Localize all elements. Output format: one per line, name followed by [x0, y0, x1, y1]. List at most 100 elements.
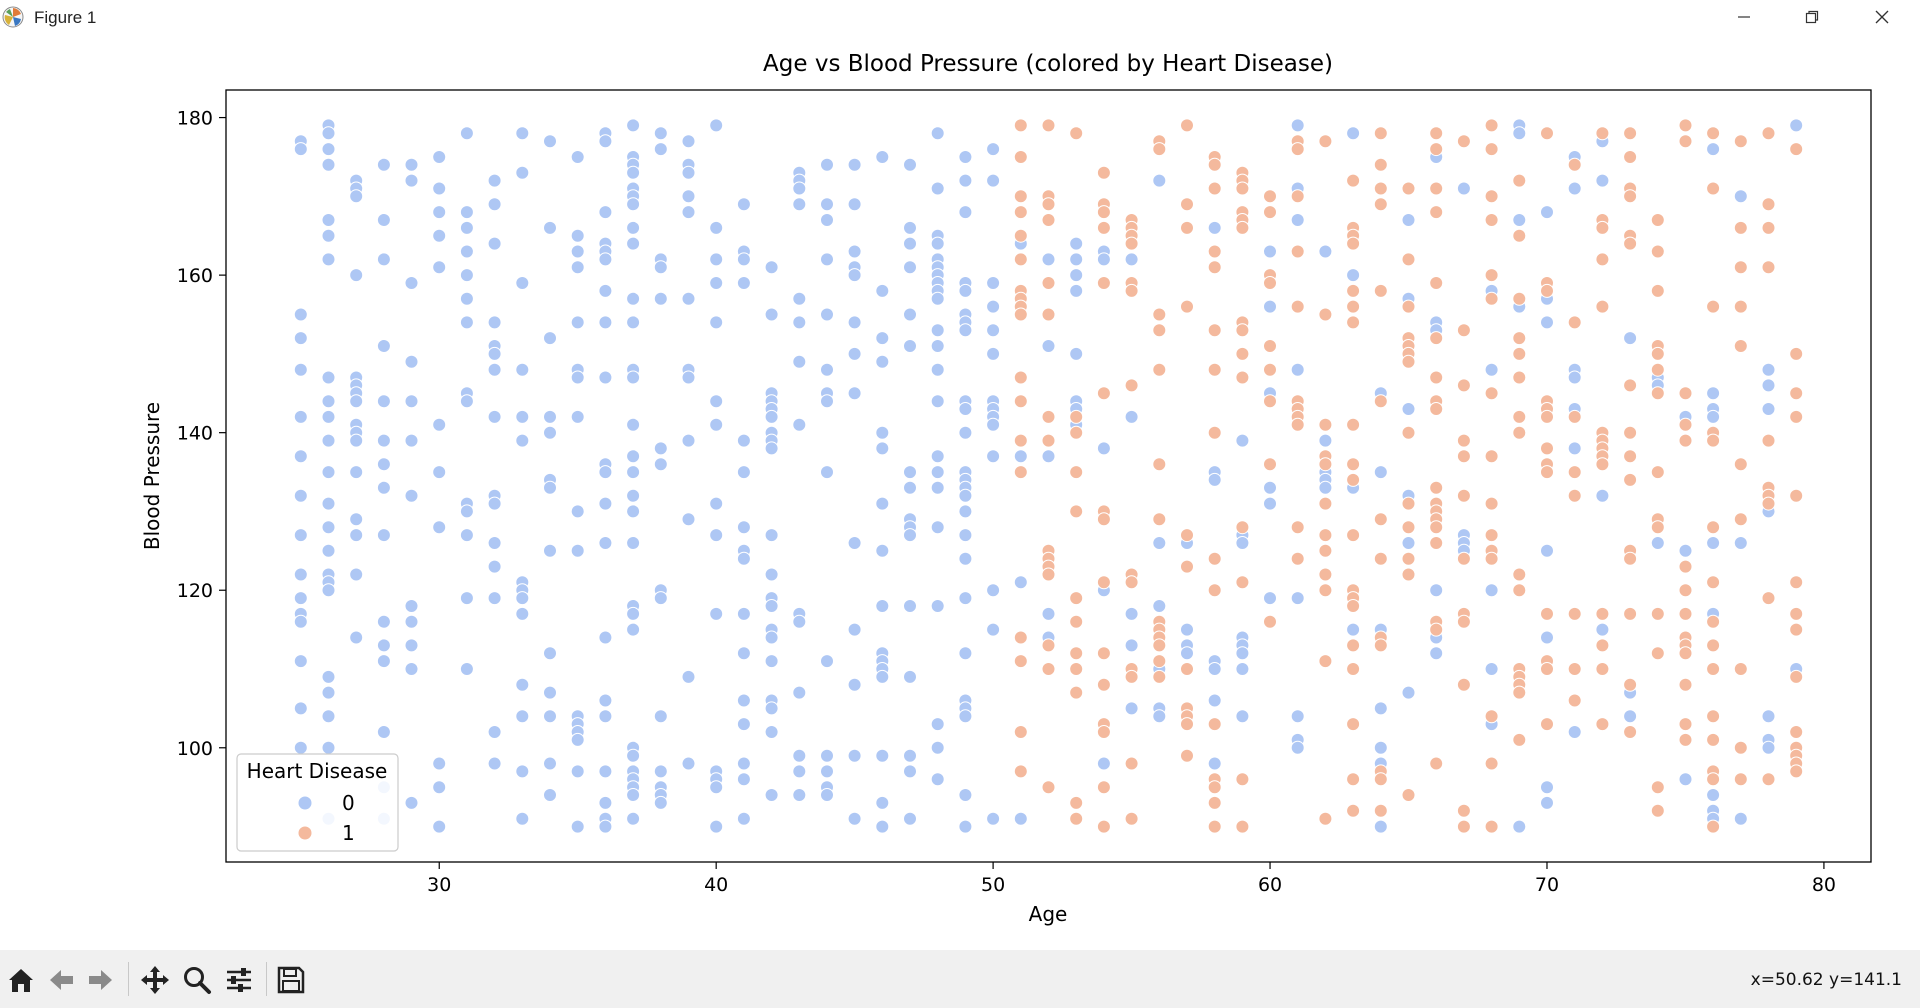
data-point-0 — [958, 173, 973, 188]
save-icon — [277, 966, 305, 994]
data-point-0 — [1013, 811, 1028, 826]
data-point-0 — [487, 346, 502, 361]
restore-icon — [1805, 10, 1819, 24]
data-point-0 — [653, 142, 668, 157]
data-point-0 — [515, 811, 530, 826]
data-point-1 — [1456, 488, 1471, 503]
data-point-0 — [736, 646, 751, 661]
zoom-button[interactable] — [180, 964, 214, 996]
data-point-1 — [1512, 567, 1527, 582]
home-button[interactable] — [4, 964, 38, 996]
data-point-0 — [1124, 606, 1139, 621]
data-point-0 — [1401, 213, 1416, 227]
data-point-0 — [930, 740, 945, 755]
data-point-0 — [1263, 480, 1277, 495]
data-point-1 — [1041, 780, 1056, 795]
data-point-1 — [1013, 150, 1028, 164]
cursor-coordinates: x=50.62 y=141.1 — [1750, 970, 1902, 990]
restore-button[interactable] — [1780, 0, 1844, 34]
data-point-1 — [1096, 677, 1111, 692]
data-point-1 — [1429, 205, 1444, 220]
data-point-0 — [321, 252, 336, 267]
data-point-1 — [1484, 709, 1499, 724]
data-point-1 — [1678, 433, 1693, 448]
data-point-0 — [736, 276, 751, 290]
data-point-1 — [1789, 386, 1804, 401]
data-point-0 — [653, 457, 668, 472]
configure-button[interactable] — [222, 964, 256, 996]
data-point-0 — [1733, 189, 1748, 204]
data-point-0 — [1373, 740, 1388, 755]
data-point-0 — [736, 717, 751, 732]
data-point-0 — [1096, 252, 1111, 267]
x-tick-label: 80 — [1812, 874, 1836, 896]
data-point-0 — [293, 567, 308, 582]
legend-label-1: 1 — [342, 821, 355, 845]
data-point-0 — [1401, 402, 1416, 416]
data-point-1 — [1152, 307, 1167, 322]
data-point-0 — [487, 756, 502, 771]
data-point-0 — [1373, 465, 1388, 480]
data-point-1 — [1761, 126, 1776, 141]
data-point-1 — [1013, 252, 1028, 267]
data-point-0 — [487, 362, 502, 377]
data-point-0 — [986, 142, 1001, 157]
data-point-1 — [1041, 118, 1056, 133]
data-point-0 — [626, 536, 641, 550]
data-point-0 — [598, 693, 613, 708]
data-point-0 — [986, 449, 1001, 464]
data-point-1 — [1180, 528, 1194, 543]
data-point-0 — [709, 819, 724, 834]
close-button[interactable] — [1850, 0, 1914, 34]
data-point-0 — [792, 748, 807, 763]
data-point-1 — [1235, 520, 1250, 535]
pan-button[interactable] — [138, 964, 172, 996]
data-point-0 — [1013, 575, 1028, 590]
data-point-1 — [1678, 559, 1693, 574]
data-point-0 — [321, 543, 336, 558]
data-point-0 — [1180, 646, 1194, 661]
data-point-1 — [1789, 622, 1804, 637]
data-point-0 — [930, 236, 945, 251]
data-point-0 — [847, 677, 862, 692]
data-point-1 — [1512, 291, 1527, 306]
data-point-0 — [459, 394, 474, 409]
data-point-1 — [1540, 465, 1554, 480]
y-tick-label: 160 — [177, 265, 213, 287]
save-button[interactable] — [274, 964, 308, 996]
data-point-0 — [376, 433, 391, 448]
data-point-0 — [432, 819, 447, 834]
data-point-0 — [875, 543, 890, 558]
data-point-0 — [681, 756, 696, 771]
data-point-0 — [1761, 402, 1776, 416]
forward-button[interactable] — [84, 964, 118, 996]
data-point-1 — [1623, 472, 1638, 487]
data-point-1 — [1207, 717, 1222, 732]
data-point-0 — [1069, 346, 1084, 361]
figure-canvas[interactable]: Age vs Blood Pressure (colored by Heart … — [0, 34, 1920, 950]
data-point-1 — [1789, 725, 1804, 739]
data-point-0 — [820, 252, 834, 267]
data-point-0 — [930, 717, 945, 732]
data-point-1 — [1484, 496, 1499, 511]
minimize-button[interactable] — [1712, 0, 1776, 34]
data-point-1 — [1623, 378, 1638, 393]
data-point-0 — [958, 819, 973, 834]
data-point-1 — [1678, 118, 1693, 133]
data-point-0 — [1761, 740, 1776, 755]
data-point-0 — [820, 764, 834, 779]
data-point-1 — [1650, 386, 1665, 401]
data-point-0 — [349, 433, 364, 448]
data-point-1 — [1650, 362, 1665, 377]
data-point-0 — [515, 276, 530, 290]
data-point-0 — [1429, 583, 1444, 598]
data-point-0 — [1235, 536, 1250, 550]
forward-icon — [89, 970, 112, 990]
back-button[interactable] — [44, 964, 78, 996]
data-point-1 — [1124, 811, 1139, 826]
data-point-1 — [1180, 559, 1194, 574]
data-point-0 — [1263, 244, 1277, 259]
data-point-1 — [1706, 520, 1721, 535]
data-point-0 — [321, 126, 336, 141]
data-point-0 — [1207, 220, 1222, 235]
